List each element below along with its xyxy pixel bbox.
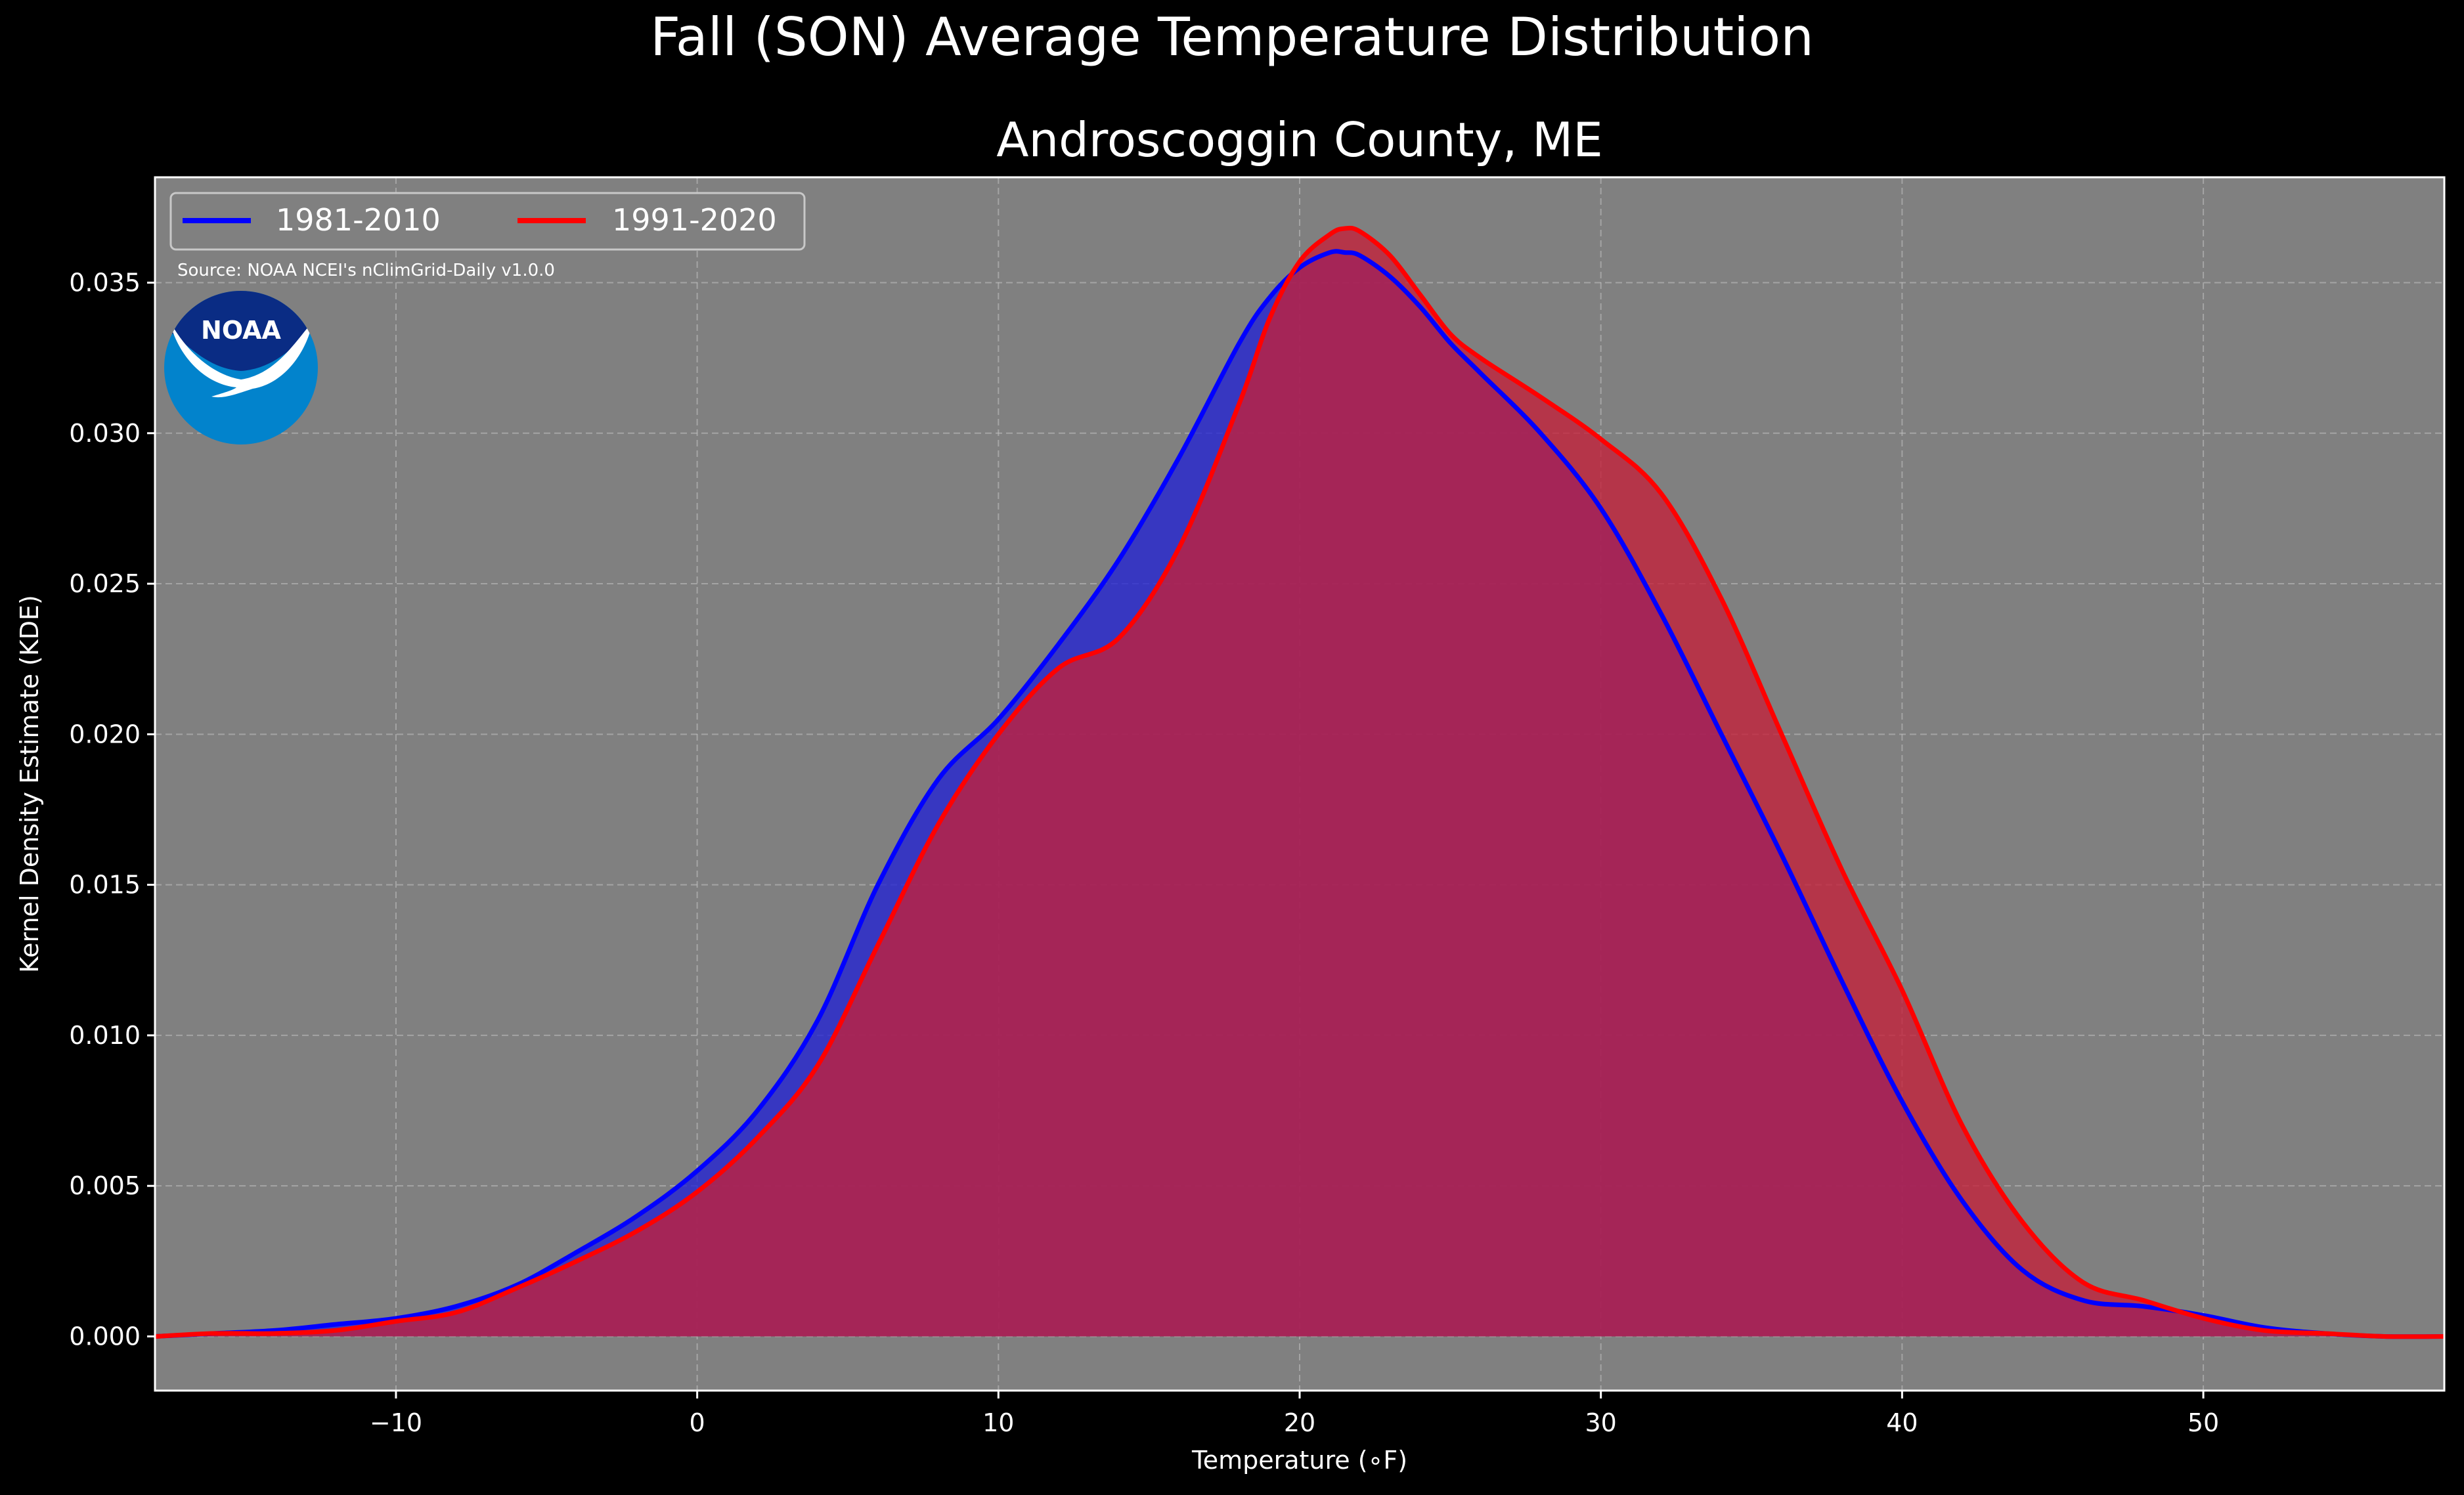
figure-title: Fall (SON) Average Temperature Distribut… — [650, 7, 1814, 68]
y-tick-label: 0.015 — [69, 871, 141, 899]
legend-label-1981-2010: 1981-2010 — [276, 202, 441, 238]
x-tick-label: 0 — [690, 1408, 705, 1437]
y-tick-label: 0.010 — [69, 1021, 141, 1050]
y-tick-label: 0.000 — [69, 1322, 141, 1351]
x-tick-label: 40 — [1886, 1408, 1918, 1437]
noaa-logo: NOAA — [164, 291, 318, 444]
legend-box — [169, 192, 806, 251]
y-tick-label: 0.035 — [69, 268, 141, 297]
x-tick-label: −10 — [370, 1408, 422, 1437]
series-line-1991-2020 — [155, 225, 2444, 1339]
x-axis-label: Temperature (∘F) — [1191, 1446, 1407, 1475]
chart-title: Androscoggin County, ME — [996, 112, 1603, 167]
y-axis-label: Kernel Density Estimate (KDE) — [15, 595, 44, 973]
y-tick-label: 0.025 — [69, 569, 141, 598]
series-line-1981-2010 — [155, 249, 2444, 1339]
legend-label-1991-2020: 1991-2020 — [612, 202, 777, 238]
y-tick-label: 0.005 — [69, 1171, 141, 1200]
x-tick-label: 50 — [2188, 1408, 2219, 1437]
x-tick-label: 20 — [1284, 1408, 1315, 1437]
axis-ticks: −10 0 10 20 30 40 50 0.000 0.005 0.010 0.015 0.020 0… — [69, 268, 2219, 1437]
x-tick-label: 30 — [1585, 1408, 1617, 1437]
series-fill-1991-2020 — [155, 228, 2444, 1337]
y-tick-label: 0.020 — [69, 720, 141, 748]
density-lines — [155, 225, 2444, 1339]
noaa-logo-text: NOAA — [201, 316, 281, 345]
legend: 1981-2010 1991-2020 — [169, 192, 806, 251]
source-note: Source: NOAA NCEI's nClimGrid-Daily v1.0… — [177, 261, 555, 280]
density-fills — [155, 228, 2444, 1337]
x-tick-label: 10 — [982, 1408, 1014, 1437]
y-tick-label: 0.030 — [69, 419, 141, 448]
